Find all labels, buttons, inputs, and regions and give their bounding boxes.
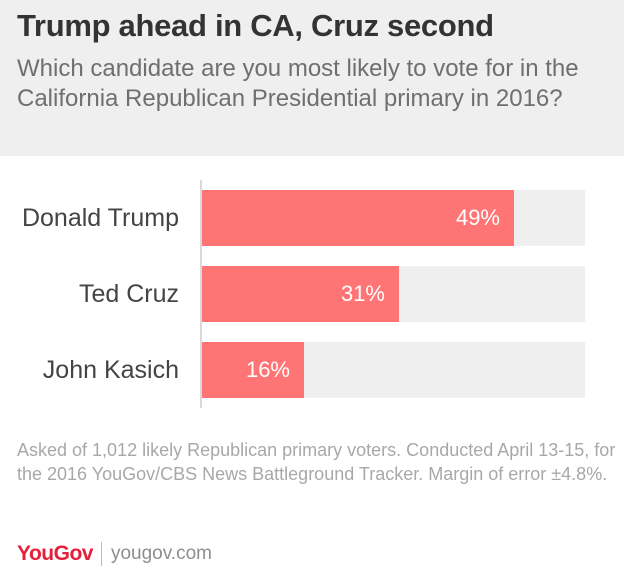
bar: 49% — [202, 190, 514, 246]
chart-subtitle: Which candidate are you most likely to v… — [17, 55, 579, 112]
value-label: 16% — [245, 357, 290, 382]
site-link[interactable]: yougov.com — [110, 543, 212, 564]
bar-row: John Kasich 16% — [0, 342, 624, 398]
header: Trump ahead in CA, Cruz second Which can… — [0, 0, 624, 156]
bar-row: Ted Cruz 31% — [0, 266, 624, 322]
axis-line — [200, 180, 202, 408]
bar-chart: Donald Trump 49% Ted Cruz 31% John Kasich 16% — [0, 178, 624, 410]
chart-title: Trump ahead in CA, Cruz second — [17, 8, 494, 43]
footnote: Asked of 1,012 likely Republican primary… — [17, 440, 616, 484]
category-label: Donald Trump — [21, 204, 179, 232]
value-label: 49% — [455, 205, 500, 230]
yougov-logo: YouGov — [17, 542, 93, 565]
brand-footer: YouGov yougov.com — [17, 540, 212, 568]
bar-track: 31% — [202, 266, 585, 322]
bar-track: 49% — [202, 190, 585, 246]
brand-divider — [100, 542, 102, 566]
category-label: John Kasich — [42, 356, 179, 384]
bar-row: Donald Trump 49% — [0, 190, 624, 246]
value-label: 31% — [340, 281, 385, 306]
category-label: Ted Cruz — [78, 280, 179, 308]
bar: 16% — [202, 342, 304, 398]
bar-track: 16% — [202, 342, 585, 398]
bar: 31% — [202, 266, 399, 322]
